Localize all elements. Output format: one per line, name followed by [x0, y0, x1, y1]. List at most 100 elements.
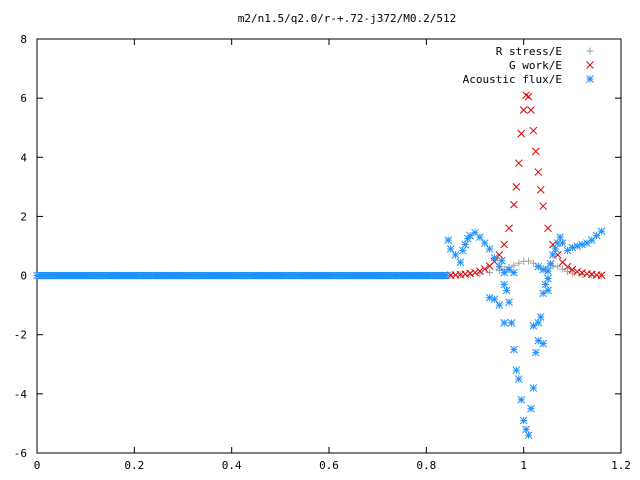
data-point [525, 257, 533, 265]
data-point [588, 271, 596, 279]
data-point [458, 246, 467, 255]
data-point [554, 263, 562, 271]
data-point [505, 224, 513, 233]
legend-label: G work/E [509, 59, 562, 72]
data-point [524, 431, 533, 440]
x-tick-label: 0.4 [222, 459, 242, 472]
data-point [534, 319, 543, 327]
data-point [539, 202, 547, 210]
data-point [568, 269, 576, 277]
data-point [471, 268, 479, 277]
data-point [597, 227, 606, 236]
series-layer [33, 91, 606, 440]
data-point [534, 336, 543, 345]
data-point [529, 384, 538, 392]
data-point [444, 236, 453, 244]
data-point [539, 265, 547, 274]
y-tick-label: -4 [14, 388, 28, 401]
y-tick-label: -2 [14, 329, 27, 342]
data-point [549, 251, 557, 259]
y-tick-label: 4 [20, 151, 27, 164]
x-tick-label: 1.2 [611, 459, 631, 472]
axis-ticks: 0 0.2 0.4 0.6 0.8 1 1.2 -6 -4 -2 0 2 4 6 8 [14, 33, 631, 472]
data-point [510, 268, 518, 277]
data-point [531, 147, 540, 156]
data-point [495, 301, 504, 309]
x-tick-label: 0.8 [416, 459, 436, 472]
data-point [461, 240, 470, 249]
data-point [456, 258, 465, 267]
x-tick-label: 1 [520, 459, 527, 472]
y-tick-label: -6 [14, 447, 27, 460]
data-point [558, 239, 567, 247]
data-point [527, 404, 535, 413]
data-point [476, 233, 484, 241]
y-tick-label: 8 [20, 33, 27, 46]
data-point [485, 293, 494, 302]
data-point [522, 91, 530, 100]
data-point [507, 319, 516, 327]
y-tick-label: 0 [20, 270, 27, 283]
data-point [439, 271, 448, 280]
data-point [563, 262, 572, 271]
data-point [500, 319, 509, 327]
data-point [573, 242, 582, 250]
data-point [529, 126, 538, 135]
data-point [519, 106, 528, 114]
data-point [485, 245, 494, 253]
data-point [568, 265, 577, 274]
data-point [578, 240, 586, 249]
data-point [551, 245, 560, 253]
legend-label: Acoustic flux/E [463, 73, 562, 86]
data-point [505, 298, 513, 307]
legend-label: R stress/E [496, 45, 562, 58]
data-point [568, 243, 577, 252]
data-point [486, 269, 494, 277]
data-point [536, 313, 545, 321]
x-tick-label: 0.6 [319, 459, 339, 472]
data-point [515, 259, 523, 267]
data-point [522, 425, 530, 434]
data-point [476, 267, 484, 275]
data-point [514, 375, 523, 383]
data-point [517, 395, 526, 404]
data-point [534, 262, 543, 271]
data-point [524, 92, 533, 101]
data-point [544, 286, 552, 295]
y-tick-label: 6 [20, 92, 27, 105]
data-point [510, 200, 518, 209]
data-point [539, 339, 547, 348]
data-point [502, 286, 511, 295]
chart-title: m2/n1.5/q2.0/r-+.72-j372/M0.2/512 [238, 12, 457, 25]
data-point [480, 239, 489, 247]
legend-marker [586, 47, 594, 55]
data-point [563, 267, 571, 275]
data-point [544, 274, 552, 283]
data-point [519, 416, 528, 425]
data-point [536, 185, 545, 194]
data-point [451, 251, 460, 259]
data-point [500, 240, 509, 249]
data-point [510, 261, 518, 269]
legend-marker [586, 61, 594, 69]
data-point [512, 366, 521, 375]
data-point [597, 271, 606, 280]
data-point [480, 265, 489, 273]
data-point [495, 262, 504, 271]
data-point [529, 259, 537, 267]
data-point [544, 267, 552, 275]
data-point [500, 280, 509, 289]
data-point [546, 259, 555, 268]
y-tick-label: 2 [20, 210, 27, 223]
x-tick-label: 0 [34, 459, 41, 472]
legend-marker [586, 75, 594, 83]
data-point [517, 129, 526, 138]
data-point [497, 256, 506, 265]
series-2 [33, 227, 606, 440]
data-point [529, 321, 538, 330]
data-point [556, 233, 565, 241]
data-point [544, 224, 552, 233]
data-point [510, 345, 518, 354]
